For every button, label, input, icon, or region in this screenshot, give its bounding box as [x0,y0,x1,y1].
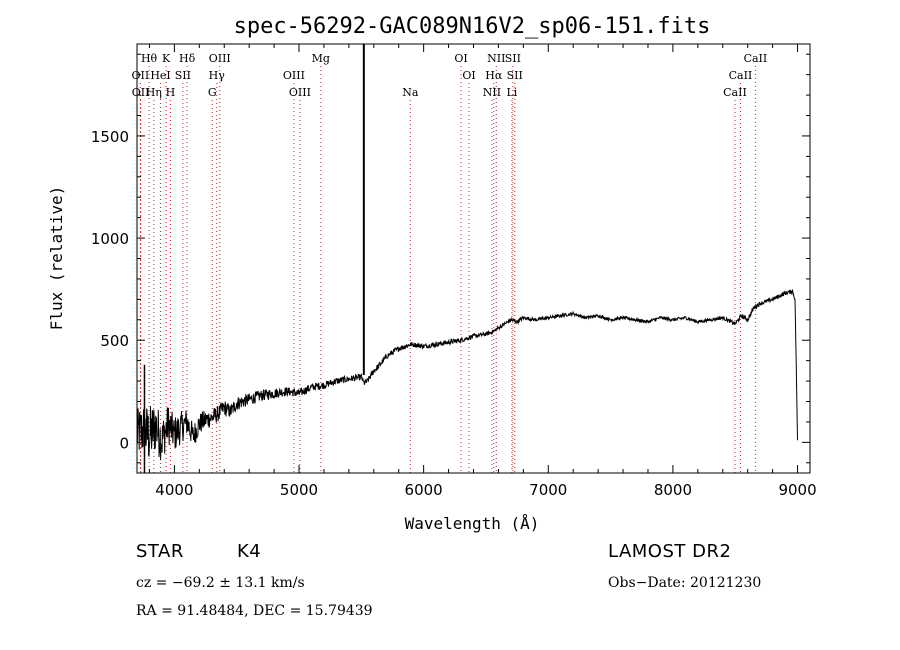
line-marker-label: H [166,86,176,99]
coordinates: RA = 91.48484, DEC = 15.79439 [136,603,373,619]
object-subclass: K4 [237,541,262,562]
line-marker-label: OIII [283,69,305,82]
line-marker-label: HeI [150,69,170,82]
y-tick-label: 500 [100,332,129,350]
line-marker-label: OI [462,69,475,82]
line-marker-label: OIII [209,52,231,65]
line-marker-label: G [208,86,217,99]
line-marker-label: OIII [289,86,311,99]
x-tick-label: 7000 [529,481,567,499]
line-marker-label: Hη [146,86,162,99]
x-tick-label: 9000 [778,481,816,499]
spectrum-series [136,44,798,473]
line-marker-label: K [162,52,171,65]
line-marker-label: Na [402,86,419,99]
line-marker-label: SII [505,52,521,65]
y-axis-label: Flux (relative) [47,186,66,331]
x-tick-label: 6000 [405,481,443,499]
y-tick-label: 1000 [91,230,129,248]
line-marker-label: Hα [485,69,503,82]
line-marker-label: SII [507,69,523,82]
y-tick-label: 0 [119,434,129,452]
line-marker-label: Hδ [179,52,196,65]
y-axis: 0 500 1000 1500 [91,53,810,464]
x-axis-label: Wavelength (Å) [405,514,540,533]
y-tick-label: 1500 [91,128,129,146]
line-marker-label: Hθ [141,52,158,65]
x-axis: 4000 5000 6000 7000 8000 9000 [148,44,817,499]
line-marker-label: Hγ [209,69,226,82]
line-marker-label: NII [487,52,505,65]
redshift-velocity: cz = −69.2 ± 13.1 km/s [136,575,305,591]
x-tick-label: 4000 [155,481,193,499]
spectrum-line [136,288,798,461]
line-marker-label: Li [506,86,517,99]
line-marker-label: OII [132,69,150,82]
survey-name: LAMOST DR2 [608,541,732,562]
chart-title: spec-56292-GAC089N16V2_sp06-151.fits [234,14,711,39]
line-marker-label: CaII [744,52,768,65]
x-tick-label: 8000 [654,481,692,499]
observation-date: Obs−Date: 20121230 [608,575,762,591]
plot-frame [136,43,811,474]
line-marker-label: OII [132,86,150,99]
line-marker-label: NII [483,86,501,99]
object-class: STAR [136,541,184,562]
line-marker-label: CaII [729,69,753,82]
line-marker-label: Mg [312,52,330,65]
x-tick-label: 5000 [280,481,318,499]
line-marker-label: SII [175,69,191,82]
line-marker-label: OI [454,52,467,65]
line-marker-label: CaII [723,86,747,99]
